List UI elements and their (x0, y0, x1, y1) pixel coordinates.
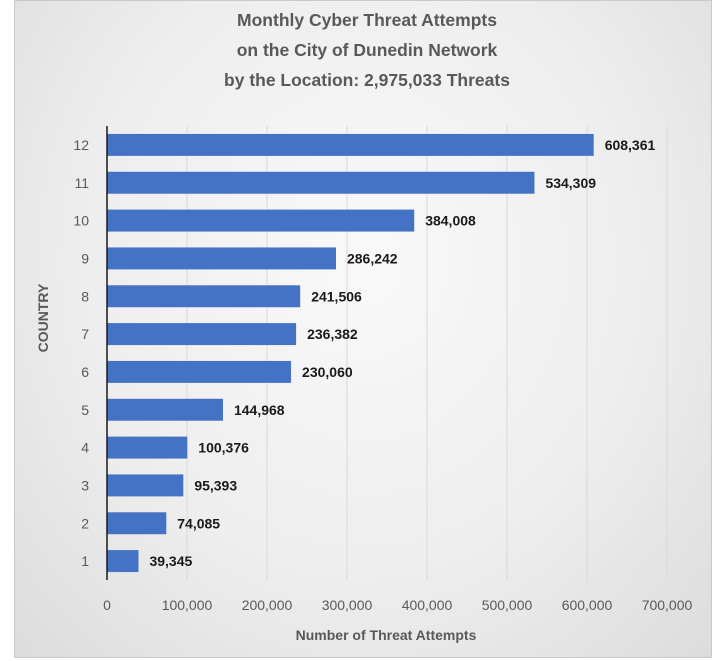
y-tick-label: 6 (81, 364, 89, 380)
bar (107, 209, 415, 232)
data-label: 230,060 (302, 364, 353, 380)
chart-title-line-1: Monthly Cyber Threat Attempts (237, 10, 497, 30)
data-label: 95,393 (194, 477, 237, 493)
x-axis-title: Number of Threat Attempts (296, 627, 477, 643)
bar (107, 285, 301, 308)
data-label: 74,085 (177, 515, 220, 531)
bar (107, 474, 184, 497)
gridlines (186, 126, 668, 580)
y-tick-label: 3 (81, 477, 89, 493)
y-tick-label: 7 (81, 326, 89, 342)
data-label: 144,968 (234, 402, 285, 418)
y-tick-label: 2 (81, 515, 89, 531)
y-tick-labels: 12 11 10 9 8 7 6 5 4 3 2 1 (73, 137, 89, 569)
data-label: 100,376 (198, 440, 249, 456)
x-tick-label: 400,000 (402, 597, 453, 613)
data-label: 286,242 (347, 250, 398, 266)
chart-title-line-2: on the City of Dunedin Network (237, 40, 498, 60)
y-tick-label: 8 (81, 288, 89, 304)
x-tick-label: 500,000 (482, 597, 533, 613)
y-tick-label: 1 (81, 553, 89, 569)
y-tick-label: 11 (74, 175, 89, 191)
bar (107, 398, 223, 421)
bar (107, 360, 292, 383)
data-label: 608,361 (605, 137, 656, 153)
x-tick-label: 100,000 (162, 597, 213, 613)
bar (107, 133, 594, 156)
bar (107, 171, 535, 194)
bar (107, 512, 167, 535)
bar (107, 247, 336, 270)
data-label: 384,008 (425, 213, 476, 229)
x-tick-labels: 0 100,000 200,000 300,000 400,000 500,000 600,… (103, 597, 692, 613)
y-tick-label: 5 (81, 402, 89, 418)
x-tick-label: 700,000 (642, 597, 693, 613)
bar (107, 436, 188, 459)
data-label: 241,506 (311, 288, 362, 304)
y-tick-label: 12 (73, 137, 89, 153)
x-tick-label: 0 (103, 597, 111, 613)
data-labels: 608,361 534,309 384,008 286,242 241,506 236,3… (149, 137, 655, 569)
y-tick-label: 4 (81, 440, 89, 456)
bars (107, 133, 594, 573)
bar (107, 323, 297, 346)
x-tick-label: 200,000 (242, 597, 293, 613)
y-axis-title: COUNTRY (35, 283, 51, 352)
chart-title-line-3: by the Location: 2,975,033 Threats (224, 70, 510, 90)
x-tick-label: 600,000 (562, 597, 613, 613)
data-label: 39,345 (149, 553, 192, 569)
y-tick-label: 9 (81, 250, 89, 266)
data-label: 534,309 (545, 175, 596, 191)
y-tick-label: 10 (73, 213, 89, 229)
x-tick-label: 300,000 (322, 597, 373, 613)
data-label: 236,382 (307, 326, 358, 342)
bar (107, 550, 139, 573)
